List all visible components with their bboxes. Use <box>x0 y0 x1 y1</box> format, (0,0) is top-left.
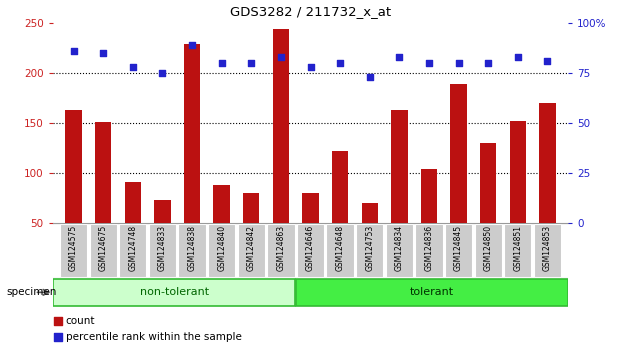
Text: percentile rank within the sample: percentile rank within the sample <box>66 332 242 342</box>
Bar <box>184 44 200 223</box>
Point <box>306 64 315 70</box>
Text: GSM124851: GSM124851 <box>514 225 522 271</box>
Bar <box>60 224 87 277</box>
Bar <box>450 84 467 223</box>
Bar <box>267 224 294 277</box>
Bar <box>480 143 496 223</box>
Bar <box>421 169 437 223</box>
Point <box>513 54 523 60</box>
Text: non-tolerant: non-tolerant <box>140 287 209 297</box>
Point <box>247 60 256 66</box>
Text: specimen: specimen <box>6 287 57 297</box>
Bar <box>154 200 171 223</box>
Bar <box>539 103 556 223</box>
Bar <box>273 29 289 223</box>
Point <box>543 58 553 64</box>
Text: tolerant: tolerant <box>410 287 454 297</box>
Text: GSM124834: GSM124834 <box>395 225 404 271</box>
Text: GSM124648: GSM124648 <box>335 225 345 271</box>
Text: count: count <box>66 316 95 326</box>
Point <box>157 70 167 76</box>
Text: GSM124845: GSM124845 <box>454 225 463 271</box>
Bar <box>243 193 260 223</box>
Bar <box>65 110 82 223</box>
Point <box>483 60 493 66</box>
Point <box>68 48 78 54</box>
Bar <box>89 224 117 277</box>
Bar <box>119 224 147 277</box>
Bar <box>474 224 502 277</box>
Point <box>53 319 63 324</box>
FancyBboxPatch shape <box>53 279 295 307</box>
FancyBboxPatch shape <box>296 279 568 307</box>
Bar <box>415 224 443 277</box>
Point <box>365 74 374 80</box>
Text: GSM124853: GSM124853 <box>543 225 552 271</box>
Bar <box>214 185 230 223</box>
Bar <box>302 193 319 223</box>
Bar <box>208 224 235 277</box>
Text: GSM124840: GSM124840 <box>217 225 226 271</box>
Bar <box>391 110 407 223</box>
Bar <box>361 203 378 223</box>
Bar <box>178 224 206 277</box>
Bar <box>504 224 532 277</box>
Point <box>217 60 227 66</box>
Text: GSM124675: GSM124675 <box>99 225 107 271</box>
Text: GSM124575: GSM124575 <box>69 225 78 271</box>
Point <box>128 64 138 70</box>
Text: GSM124833: GSM124833 <box>158 225 167 271</box>
Bar <box>356 224 383 277</box>
Text: GSM124842: GSM124842 <box>247 225 256 271</box>
Text: GSM124836: GSM124836 <box>425 225 433 271</box>
Bar <box>332 151 348 223</box>
Text: GSM124838: GSM124838 <box>188 225 196 271</box>
Bar <box>327 224 354 277</box>
Bar <box>510 121 526 223</box>
Bar <box>445 224 472 277</box>
Bar <box>238 224 265 277</box>
Point <box>394 54 404 60</box>
Text: GSM124748: GSM124748 <box>129 225 137 271</box>
Text: GSM124646: GSM124646 <box>306 225 315 271</box>
Text: GSM124850: GSM124850 <box>484 225 492 271</box>
Bar <box>149 224 176 277</box>
Bar <box>125 182 141 223</box>
Bar <box>297 224 324 277</box>
Text: GDS3282 / 211732_x_at: GDS3282 / 211732_x_at <box>230 5 391 18</box>
Bar <box>534 224 561 277</box>
Text: GSM124753: GSM124753 <box>365 225 374 271</box>
Bar <box>386 224 413 277</box>
Point <box>53 334 63 340</box>
Point <box>98 50 108 56</box>
Text: GSM124863: GSM124863 <box>276 225 286 271</box>
Bar <box>95 122 111 223</box>
Point <box>424 60 434 66</box>
Point <box>187 42 197 48</box>
Point <box>335 60 345 66</box>
Point <box>276 54 286 60</box>
Point <box>454 60 464 66</box>
